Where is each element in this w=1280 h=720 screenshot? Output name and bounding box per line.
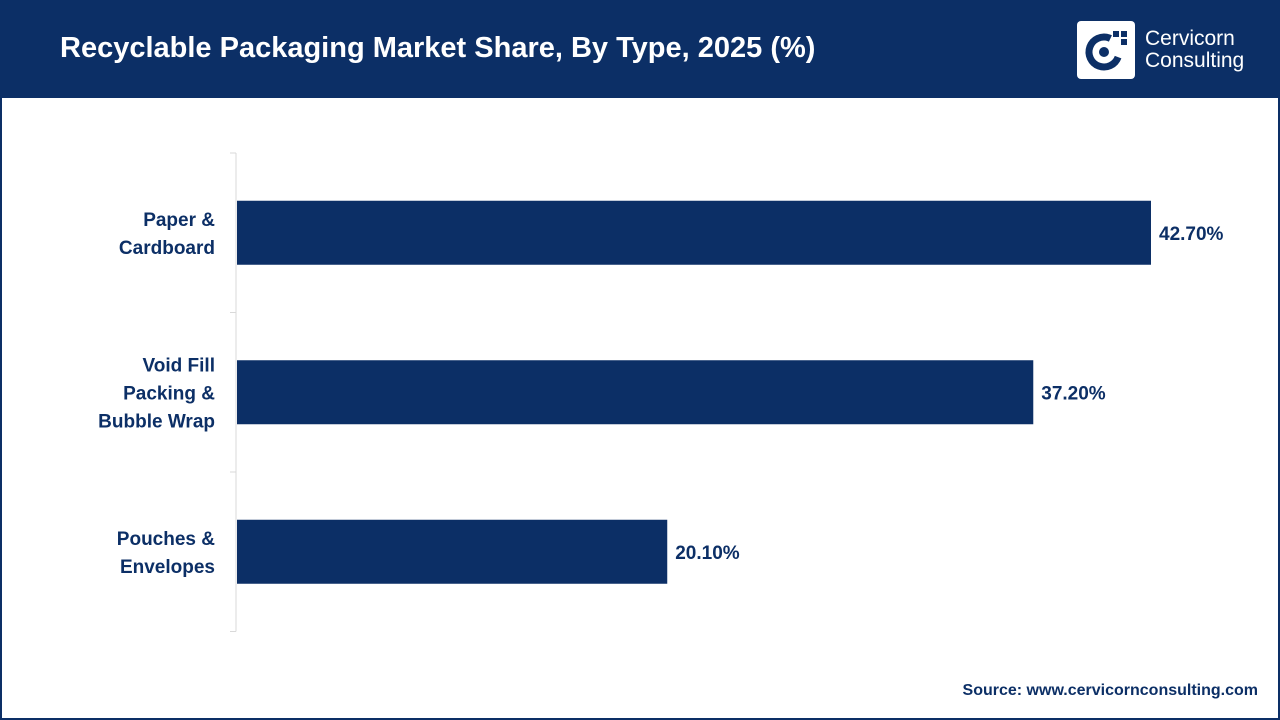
category-label: Pouches & Envelopes	[117, 529, 215, 578]
data-label: 20.10%	[675, 543, 740, 564]
category-label-line: Cardboard	[119, 238, 215, 259]
category-label-line: Pouches &	[117, 529, 215, 550]
chart-title: Recyclable Packaging Market Share, By Ty…	[60, 32, 816, 64]
logo-text-line2: Consulting	[1145, 49, 1245, 72]
bar	[237, 519, 668, 584]
data-label: 42.70%	[1159, 224, 1224, 245]
category-label: Void Fill Packing & Bubble Wrap	[98, 355, 215, 432]
category-label-line: Envelopes	[120, 557, 215, 578]
category-label-line: Void Fill	[143, 355, 215, 376]
category-label-line: Packing &	[123, 383, 215, 404]
bar-chart: 42.70% Paper & Cardboard 37.20% Void Fill Pac…	[98, 152, 1224, 632]
logo-text-line1: Cervicorn	[1145, 27, 1235, 50]
data-label: 37.20%	[1041, 383, 1106, 404]
cervicorn-logo-icon	[1077, 21, 1135, 79]
bar	[237, 200, 1151, 265]
category-label-line: Paper &	[143, 210, 215, 231]
source-note: Source: www.cervicornconsulting.com	[962, 682, 1258, 699]
category-label-line: Bubble Wrap	[98, 411, 215, 432]
category-label: Paper & Cardboard	[119, 210, 215, 259]
header-bar: Recyclable Packaging Market Share, By Ty…	[2, 2, 1278, 98]
brand-logo: Cervicorn Consulting	[1077, 21, 1267, 81]
bar	[237, 360, 1034, 425]
